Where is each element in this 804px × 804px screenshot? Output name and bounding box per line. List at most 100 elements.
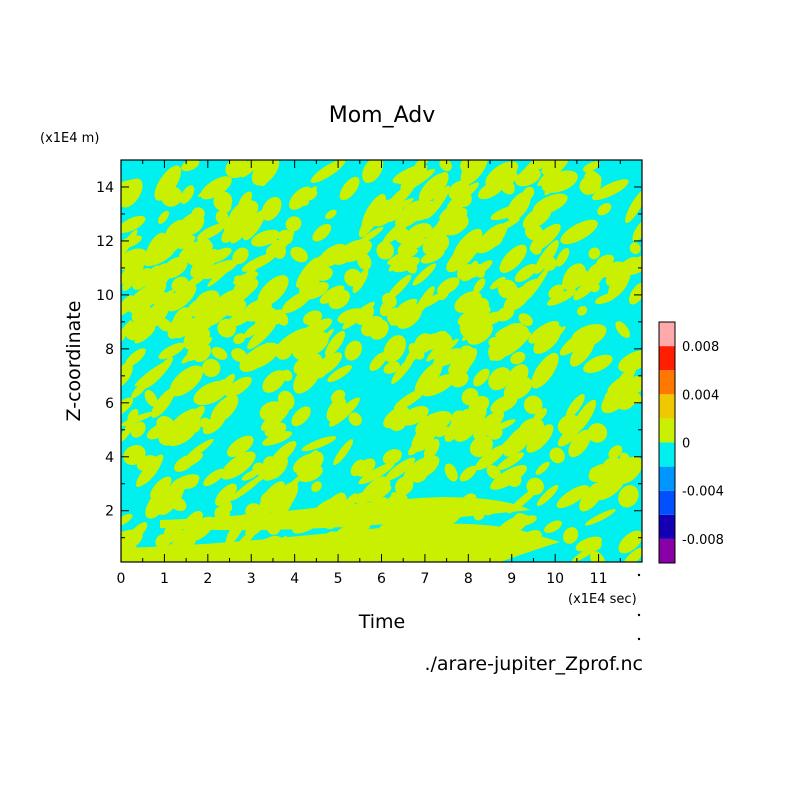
colorbar-swatch	[659, 418, 675, 443]
marker-dot	[637, 573, 641, 577]
source-file-label: ./arare-jupiter_Zprof.nc	[424, 653, 643, 675]
field-patch	[122, 258, 145, 292]
field-patch	[233, 333, 246, 345]
field-patch	[544, 177, 561, 196]
field-patch	[296, 257, 320, 288]
field-patch	[358, 484, 392, 503]
field-patch	[311, 481, 322, 492]
field-patch	[570, 335, 595, 367]
field-patch	[157, 210, 170, 224]
field-patch	[203, 468, 225, 487]
field-patch	[393, 389, 425, 411]
field-patch	[459, 465, 477, 482]
field-patch	[528, 320, 560, 344]
x-tick-label: 1	[160, 571, 169, 587]
chart-title: Mom_Adv	[329, 103, 436, 128]
field-patch	[134, 326, 156, 344]
y-tick-label: 8	[105, 342, 114, 358]
field-patch	[395, 476, 414, 496]
x-tick-label: 2	[203, 571, 212, 587]
field-patch	[256, 342, 272, 362]
field-patch	[262, 370, 286, 393]
field-patch	[503, 331, 525, 350]
field-patch	[305, 189, 318, 201]
field-patch	[215, 210, 229, 225]
x-tick-label: 10	[546, 571, 564, 587]
field-patch	[142, 459, 162, 485]
field-patch	[121, 513, 133, 526]
field-patch	[344, 340, 362, 361]
field-patch	[121, 362, 133, 388]
field-patch	[217, 318, 237, 338]
field-patch	[618, 530, 642, 554]
field-patch	[327, 365, 352, 383]
field-patch	[503, 376, 533, 401]
field-patch	[571, 324, 602, 343]
field-patch	[312, 223, 332, 242]
colorbar-tick-label: -0.008	[682, 533, 724, 548]
field-patch	[285, 216, 302, 232]
field-patch	[193, 380, 230, 406]
field-patch	[472, 304, 486, 318]
field-patch	[262, 497, 276, 516]
field-patch	[339, 176, 360, 201]
field-patch	[523, 395, 543, 415]
field-patch	[158, 342, 185, 360]
field-patch	[130, 421, 146, 438]
field-patch	[568, 429, 592, 458]
field-patch	[231, 348, 247, 363]
field-patch	[519, 167, 536, 185]
field-patch	[121, 411, 155, 427]
field-patch	[249, 309, 283, 335]
y-unit-label: (x1E4 m)	[40, 131, 99, 146]
field-patch	[619, 452, 632, 468]
field-patch	[247, 318, 278, 350]
field-patch	[211, 346, 228, 360]
field-patch	[562, 527, 579, 544]
field-patch	[426, 340, 447, 362]
field-patch	[301, 436, 337, 452]
field-patch	[488, 367, 511, 391]
field-patch	[121, 186, 138, 204]
field-patch	[252, 462, 265, 475]
field-patch	[497, 284, 510, 299]
field-patch	[121, 397, 134, 417]
field-patch	[629, 242, 641, 255]
field-patch	[590, 551, 606, 562]
y-tick-label: 10	[96, 288, 114, 304]
field-patch	[210, 394, 239, 424]
field-patch	[291, 406, 311, 427]
field-patch	[226, 435, 254, 458]
field-patch	[615, 256, 639, 278]
field-patch	[518, 313, 533, 326]
field-patch	[230, 221, 253, 244]
field-patch	[154, 291, 175, 318]
field-patch	[557, 414, 581, 436]
field-patch	[614, 365, 637, 392]
field-patch	[143, 265, 162, 288]
field-patch	[596, 254, 615, 268]
field-patch	[193, 343, 212, 363]
field-band	[160, 497, 530, 531]
field-patch	[257, 460, 272, 482]
colorbar-frame	[658, 321, 676, 564]
field-patch	[243, 210, 266, 241]
field-patch	[303, 310, 323, 326]
x-tick-label: 9	[507, 571, 516, 587]
field-patch	[387, 248, 419, 265]
field-patch	[197, 236, 213, 249]
field-patch	[501, 171, 518, 184]
field-patch	[422, 222, 449, 255]
field-patch	[406, 223, 432, 242]
field-patch	[199, 417, 210, 428]
field-patch	[325, 209, 337, 220]
x-tick-label: 3	[247, 571, 256, 587]
field-patch	[396, 303, 423, 329]
field-patch	[184, 438, 214, 461]
field-patch	[208, 289, 242, 321]
field-patch	[495, 322, 523, 338]
colorbar-tick-label: 0.004	[682, 388, 719, 403]
field-patch	[520, 278, 542, 294]
field-patch	[500, 439, 514, 453]
field-patch	[489, 276, 506, 290]
